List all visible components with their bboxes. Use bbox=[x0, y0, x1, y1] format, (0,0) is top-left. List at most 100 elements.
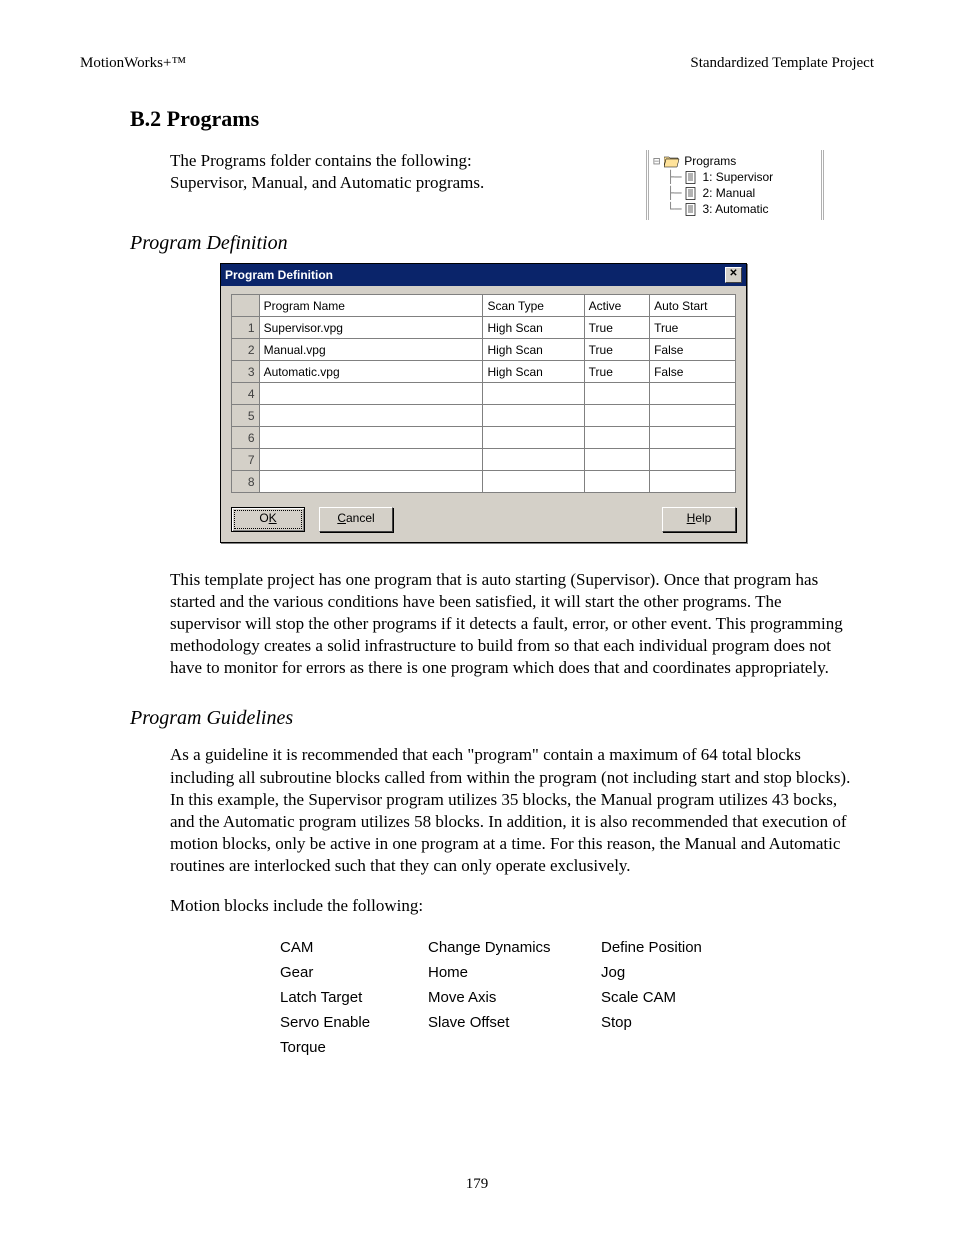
cell-scan-type[interactable]: High Scan bbox=[483, 317, 584, 339]
cell-auto-start[interactable]: True bbox=[650, 317, 736, 339]
document-icon bbox=[685, 187, 698, 200]
motion-cell: Scale CAM bbox=[601, 985, 759, 1010]
motion-cell: Servo Enable bbox=[280, 1010, 428, 1035]
cell-scan-type[interactable] bbox=[483, 383, 584, 405]
motion-cell: Slave Offset bbox=[428, 1010, 601, 1035]
table-row[interactable]: 4 bbox=[232, 383, 736, 405]
col-scan-type: Scan Type bbox=[483, 295, 584, 317]
motion-row: Servo EnableSlave OffsetStop bbox=[280, 1010, 759, 1035]
cell-auto-start[interactable]: False bbox=[650, 361, 736, 383]
cell-active[interactable] bbox=[584, 449, 649, 471]
subheading-program-definition: Program Definition bbox=[130, 232, 874, 255]
motion-cell: Gear bbox=[280, 960, 428, 985]
tree-connector: ├─ bbox=[667, 186, 681, 200]
tree-expander[interactable]: ⊟ bbox=[653, 154, 660, 168]
table-row[interactable]: 6 bbox=[232, 427, 736, 449]
cell-scan-type[interactable] bbox=[483, 405, 584, 427]
motion-row: CAMChange DynamicsDefine Position bbox=[280, 935, 759, 960]
cell-active[interactable]: True bbox=[584, 317, 649, 339]
tree-item-label: 3: Automatic bbox=[702, 202, 768, 216]
row-number: 1 bbox=[232, 317, 260, 339]
cell-auto-start[interactable] bbox=[650, 427, 736, 449]
cell-scan-type[interactable]: High Scan bbox=[483, 361, 584, 383]
paragraph-template-description: This template project has one program th… bbox=[170, 569, 854, 679]
subheading-program-guidelines: Program Guidelines bbox=[130, 707, 874, 730]
cell-scan-type[interactable]: High Scan bbox=[483, 339, 584, 361]
row-number: 5 bbox=[232, 405, 260, 427]
page-number: 179 bbox=[0, 1176, 954, 1193]
cell-auto-start[interactable] bbox=[650, 449, 736, 471]
cell-active[interactable]: True bbox=[584, 339, 649, 361]
paragraph-guidelines: As a guideline it is recommended that ea… bbox=[170, 744, 854, 877]
motion-row: GearHomeJog bbox=[280, 960, 759, 985]
cell-program-name[interactable]: Automatic.vpg bbox=[259, 361, 483, 383]
ok-button[interactable]: OK bbox=[231, 507, 305, 532]
motion-cell: Change Dynamics bbox=[428, 935, 601, 960]
dialog-title: Program Definition bbox=[225, 268, 333, 282]
cell-auto-start[interactable] bbox=[650, 405, 736, 427]
motion-cell: Jog bbox=[601, 960, 759, 985]
cell-auto-start[interactable] bbox=[650, 471, 736, 493]
help-button[interactable]: Help bbox=[662, 507, 736, 532]
cell-active[interactable] bbox=[584, 427, 649, 449]
cell-active[interactable] bbox=[584, 471, 649, 493]
program-table: Program Name Scan Type Active Auto Start… bbox=[231, 294, 736, 493]
motion-cell: Latch Target bbox=[280, 985, 428, 1010]
program-definition-dialog: Program Definition ✕ Program Name Scan T… bbox=[220, 263, 747, 543]
cell-program-name[interactable]: Supervisor.vpg bbox=[259, 317, 483, 339]
table-corner bbox=[232, 295, 260, 317]
table-row[interactable]: 5 bbox=[232, 405, 736, 427]
cell-program-name[interactable] bbox=[259, 449, 483, 471]
cell-scan-type[interactable] bbox=[483, 427, 584, 449]
cell-scan-type[interactable] bbox=[483, 449, 584, 471]
motion-cell bbox=[601, 1035, 759, 1060]
cell-program-name[interactable] bbox=[259, 383, 483, 405]
tree-item[interactable]: └─ 3: Automatic bbox=[667, 202, 813, 216]
cell-active[interactable] bbox=[584, 383, 649, 405]
tree-item[interactable]: ├─ 2: Manual bbox=[667, 186, 813, 200]
motion-cell: Home bbox=[428, 960, 601, 985]
document-icon bbox=[685, 203, 698, 216]
motion-cell: Define Position bbox=[601, 935, 759, 960]
cell-program-name[interactable] bbox=[259, 405, 483, 427]
col-auto-start: Auto Start bbox=[650, 295, 736, 317]
motion-row: Latch TargetMove AxisScale CAM bbox=[280, 985, 759, 1010]
tree-item-label: 1: Supervisor bbox=[702, 170, 773, 184]
cell-active[interactable]: True bbox=[584, 361, 649, 383]
row-number: 4 bbox=[232, 383, 260, 405]
cancel-button[interactable]: Cancel bbox=[319, 507, 393, 532]
programs-tree: ⊟ Programs ├─ 1: Supervisor ├─ 2: Manual └─ 3… bbox=[646, 150, 824, 220]
intro-paragraph: The Programs folder contains the followi… bbox=[170, 150, 550, 194]
row-number: 6 bbox=[232, 427, 260, 449]
cell-program-name[interactable] bbox=[259, 427, 483, 449]
motion-cell: CAM bbox=[280, 935, 428, 960]
tree-connector: └─ bbox=[667, 202, 681, 216]
motion-cell bbox=[428, 1035, 601, 1060]
cell-active[interactable] bbox=[584, 405, 649, 427]
row-number: 3 bbox=[232, 361, 260, 383]
close-icon[interactable]: ✕ bbox=[725, 267, 742, 283]
col-program-name: Program Name bbox=[259, 295, 483, 317]
table-row[interactable]: 7 bbox=[232, 449, 736, 471]
paragraph-motion-intro: Motion blocks include the following: bbox=[170, 895, 854, 917]
cell-auto-start[interactable]: False bbox=[650, 339, 736, 361]
col-active: Active bbox=[584, 295, 649, 317]
table-row[interactable]: 1Supervisor.vpgHigh ScanTrueTrue bbox=[232, 317, 736, 339]
header-left: MotionWorks+™ bbox=[80, 55, 186, 72]
motion-cell: Torque bbox=[280, 1035, 428, 1060]
table-row[interactable]: 3Automatic.vpgHigh ScanTrueFalse bbox=[232, 361, 736, 383]
cell-scan-type[interactable] bbox=[483, 471, 584, 493]
row-number: 8 bbox=[232, 471, 260, 493]
tree-connector: ├─ bbox=[667, 170, 681, 184]
cell-auto-start[interactable] bbox=[650, 383, 736, 405]
folder-open-icon bbox=[664, 155, 680, 168]
tree-item-label: 2: Manual bbox=[702, 186, 755, 200]
tree-item[interactable]: ├─ 1: Supervisor bbox=[667, 170, 813, 184]
motion-cell: Stop bbox=[601, 1010, 759, 1035]
table-row[interactable]: 2Manual.vpgHigh ScanTrueFalse bbox=[232, 339, 736, 361]
cell-program-name[interactable] bbox=[259, 471, 483, 493]
cell-program-name[interactable]: Manual.vpg bbox=[259, 339, 483, 361]
header-right: Standardized Template Project bbox=[690, 55, 874, 72]
tree-root-label[interactable]: Programs bbox=[684, 154, 736, 168]
table-row[interactable]: 8 bbox=[232, 471, 736, 493]
